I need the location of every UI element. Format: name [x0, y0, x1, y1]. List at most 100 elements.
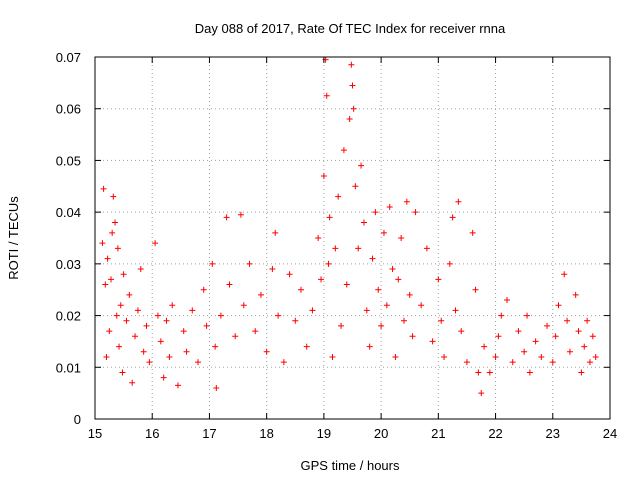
y-tick-label: 0 [74, 412, 81, 427]
data-point [298, 286, 304, 293]
data-point [401, 317, 407, 324]
data-point [129, 379, 136, 386]
data-point [189, 307, 196, 314]
data-point [113, 312, 120, 319]
data-point [335, 193, 342, 200]
data-point [355, 245, 362, 252]
data-point [106, 328, 113, 335]
data-point [223, 214, 230, 221]
data-point [275, 312, 282, 319]
axis-ticks [94, 56, 611, 420]
data-point [423, 245, 430, 252]
x-tick-label: 16 [145, 426, 159, 441]
data-point [132, 333, 139, 340]
data-point [292, 317, 299, 324]
chart-title: Day 088 of 2017, Rate Of TEC Index for r… [195, 21, 506, 36]
data-point [555, 302, 562, 309]
data-point [378, 322, 385, 329]
data-point [509, 359, 516, 366]
data-point [449, 214, 456, 221]
data-point [103, 353, 110, 360]
data-point [406, 291, 413, 298]
data-point [564, 317, 571, 324]
data-point [123, 317, 130, 324]
data-point [349, 82, 356, 89]
data-point [114, 245, 121, 252]
data-point [409, 333, 416, 340]
data-point [481, 343, 488, 350]
data-point [458, 328, 465, 335]
data-point [452, 307, 459, 314]
data-point [544, 322, 551, 329]
data-point [246, 260, 253, 267]
data-point [99, 240, 106, 247]
data-point [346, 116, 353, 123]
x-tick-label: 18 [259, 426, 273, 441]
x-tick-label: 23 [546, 426, 560, 441]
data-point [232, 333, 239, 340]
data-point [363, 307, 370, 314]
data-point [455, 198, 462, 205]
data-point [280, 359, 287, 366]
data-point [386, 203, 393, 210]
data-point [358, 162, 365, 169]
data-point [412, 209, 419, 216]
data-point [100, 185, 107, 192]
x-tick-label: 20 [374, 426, 388, 441]
data-point [552, 333, 559, 340]
data-point [392, 353, 399, 360]
data-point [566, 348, 573, 355]
data-point [326, 214, 333, 221]
y-tick-label: 0.03 [56, 257, 81, 272]
data-point [581, 343, 588, 350]
data-point [332, 245, 339, 252]
data-point [117, 302, 124, 309]
data-point [146, 359, 153, 366]
data-point [375, 286, 382, 293]
data-point [575, 328, 582, 335]
x-tick-label: 19 [317, 426, 331, 441]
data-point [160, 374, 167, 381]
data-point [526, 369, 533, 376]
data-point [329, 353, 336, 360]
data-point [578, 369, 585, 376]
data-point [515, 328, 522, 335]
data-point [200, 286, 207, 293]
x-tick-label: 22 [488, 426, 502, 441]
data-point [435, 276, 442, 283]
data-point [498, 312, 505, 319]
data-point [584, 317, 591, 324]
x-tick-label: 17 [202, 426, 216, 441]
y-tick-label: 0.05 [56, 153, 81, 168]
x-axis-label: GPS time / hours [301, 458, 400, 473]
data-point [137, 266, 144, 273]
data-point [380, 229, 387, 236]
data-point [174, 382, 181, 389]
data-point [169, 302, 176, 309]
y-tick-label: 0.04 [56, 205, 81, 220]
data-points [99, 56, 599, 397]
data-point [240, 302, 247, 309]
data-point [343, 281, 350, 288]
data-point [586, 359, 593, 366]
data-point [116, 343, 123, 350]
data-point [237, 211, 244, 218]
data-point [338, 322, 345, 329]
data-point [252, 328, 259, 335]
data-point [352, 183, 359, 190]
data-point [524, 312, 531, 319]
data-point [446, 260, 453, 267]
data-point [475, 369, 482, 376]
x-tick-label: 21 [431, 426, 445, 441]
data-point [134, 307, 141, 314]
data-point [195, 359, 201, 366]
data-point [126, 291, 133, 298]
data-point [592, 353, 599, 360]
data-point [561, 271, 568, 278]
data-point [549, 359, 556, 366]
data-point [109, 229, 116, 236]
data-point [398, 235, 405, 241]
data-point [318, 276, 325, 283]
data-point [532, 338, 539, 345]
